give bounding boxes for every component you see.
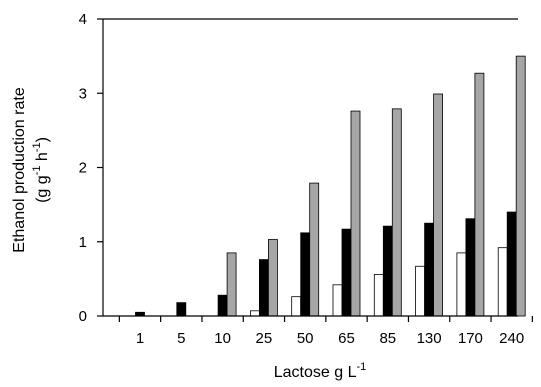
y-axis-unit-superscript: -1 [31,142,43,152]
bar [391,108,402,317]
x-axis-title-text: Lactose g L [274,364,357,381]
x-axis-title: Lactose g L-1 [274,361,367,381]
y-tick-label: 1 [79,234,87,251]
y-axis-unit-part: (g g [34,175,51,203]
x-tick-label: 10 [214,330,231,347]
y-axis-title-line2: (g g-1 h-1) [31,137,51,203]
bar [309,182,320,317]
y-axis-unit-part: h [34,152,51,165]
bar [506,211,517,317]
x-tick-label: 240 [499,330,524,347]
x-tick-label: 85 [379,330,396,347]
y-axis-title: Ethanol production rate (g g-1 h-1) [11,87,51,253]
bar [258,259,269,317]
x-tick-label: 25 [256,330,273,347]
x-tick-label: 65 [338,330,355,347]
bars-layer [135,55,526,317]
bar [415,265,426,317]
bar [433,93,444,317]
bar [515,55,526,317]
x-tick-label: 170 [458,330,483,347]
bar [291,296,302,317]
bar [341,228,352,317]
bar [226,252,237,317]
bar [382,225,393,317]
y-tick-label: 4 [79,11,87,28]
y-tick-label: 2 [79,160,87,177]
x-tick-label: 1 [136,330,144,347]
bar [350,110,361,317]
bar [373,274,384,317]
y-tick-label: 0 [79,308,87,325]
y-axis-unit-part: ) [34,137,51,142]
bar [474,72,485,317]
bar [456,252,467,317]
y-axis-title-line1: Ethanol production rate [11,87,28,253]
bar [465,218,476,317]
bar [332,284,343,317]
x-tick-label: 130 [417,330,442,347]
bar [249,310,260,317]
bar [217,294,228,317]
ticks-layer: 0 1 2 3 4 1 5 10 25 50 65 85 130 170 240 [79,11,533,347]
bar [176,302,187,317]
x-tick-label: 50 [297,330,314,347]
bar [300,232,311,317]
y-axis-unit-superscript: -1 [31,166,43,176]
x-axis-title-superscript: -1 [356,361,366,373]
bar [497,247,508,317]
y-tick-label: 3 [79,85,87,102]
x-tick-label: 5 [177,330,185,347]
bar [424,222,435,317]
bar [267,239,278,317]
